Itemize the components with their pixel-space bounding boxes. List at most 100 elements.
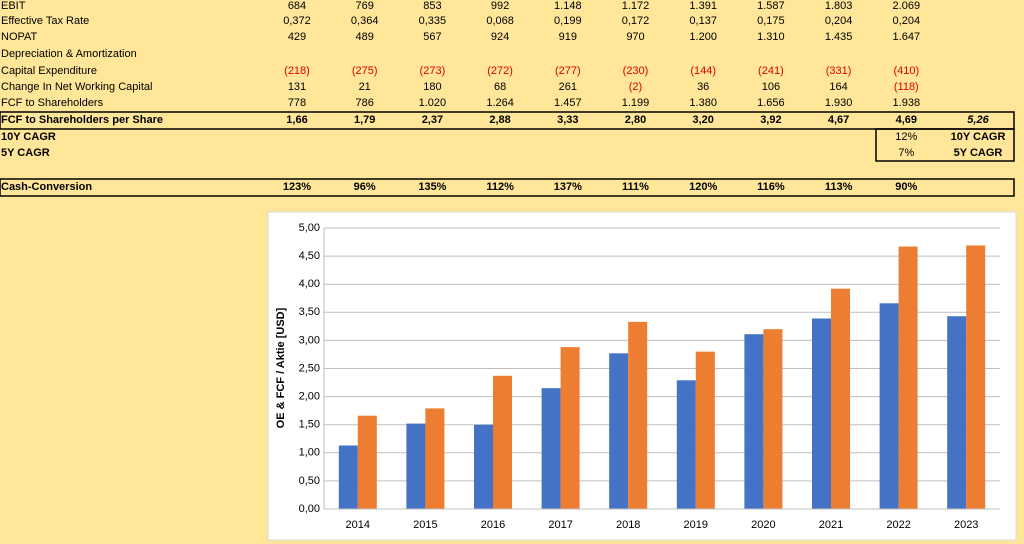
- cell: (277): [555, 65, 581, 77]
- row-box: [0, 178, 1015, 197]
- cell: 769: [356, 0, 374, 12]
- bar: [898, 246, 918, 509]
- bar: [628, 321, 648, 509]
- x-tick-label: 2022: [886, 519, 910, 531]
- y-tick-label: 0,50: [299, 475, 320, 487]
- y-tick-label: 4,50: [299, 250, 320, 262]
- cell: 489: [356, 31, 374, 43]
- cell: 135%: [418, 181, 446, 193]
- bar: [831, 288, 850, 509]
- bar: [406, 423, 426, 509]
- cell: 924: [491, 31, 509, 43]
- cell: 1.587: [757, 0, 785, 12]
- x-tick-label: 2015: [413, 519, 437, 531]
- row-label: FCF to Shareholders per Share: [1, 114, 163, 126]
- cell: 120%: [689, 181, 717, 193]
- cell: 0,204: [893, 15, 921, 27]
- y-tick-label: 1,50: [299, 419, 320, 431]
- cell: 261: [559, 81, 577, 93]
- cell: (2): [629, 81, 642, 93]
- y-tick-label: 1,00: [299, 447, 320, 459]
- cell: 1.172: [622, 0, 650, 12]
- y-tick-label: 2,50: [299, 362, 320, 374]
- cell: 2.069: [893, 0, 921, 12]
- cell: 131: [288, 81, 306, 93]
- cell: 3,33: [557, 114, 578, 126]
- bar: [425, 408, 445, 509]
- row-label: Change In Net Working Capital: [1, 81, 152, 93]
- cell: 786: [356, 97, 374, 109]
- cell: 1.148: [554, 0, 582, 12]
- cell: (218): [284, 65, 310, 77]
- bar: [493, 375, 512, 509]
- y-tick-label: 4,00: [299, 278, 320, 290]
- cell: 12%: [895, 131, 917, 143]
- cell: 0,335: [419, 15, 447, 27]
- bar: [676, 380, 696, 509]
- cell: 2,37: [422, 114, 443, 126]
- row-label: Depreciation & Amortization: [1, 48, 137, 60]
- cell: 5,26: [967, 114, 989, 126]
- cell: 7%: [898, 147, 914, 159]
- cell: 1.656: [757, 97, 785, 109]
- x-tick-label: 2021: [819, 519, 843, 531]
- cell: 96%: [354, 181, 376, 193]
- cell: 1.264: [486, 97, 514, 109]
- cell: 3,20: [692, 114, 713, 126]
- cell: 164: [829, 81, 847, 93]
- cell: 36: [697, 81, 709, 93]
- cagr-box: [875, 128, 1015, 162]
- cell: 68: [494, 81, 506, 93]
- row-box: [0, 111, 1015, 130]
- cell: 0,199: [554, 15, 582, 27]
- cell: 2,88: [489, 114, 510, 126]
- x-tick-label: 2014: [346, 519, 370, 531]
- cell: 429: [288, 31, 306, 43]
- cell: 1.020: [419, 97, 447, 109]
- cell: (273): [420, 65, 446, 77]
- cell: (331): [826, 65, 852, 77]
- cell: 113%: [825, 181, 853, 193]
- row-label: 10Y CAGR: [1, 131, 56, 143]
- cell: 0,364: [351, 15, 379, 27]
- cell: 1.200: [689, 31, 717, 43]
- cell: 1,79: [354, 114, 375, 126]
- cell: 123%: [283, 181, 311, 193]
- y-tick-label: 5,00: [299, 222, 320, 234]
- bar: [966, 245, 986, 509]
- bar: [541, 388, 561, 509]
- cell: 106: [762, 81, 780, 93]
- cell: (410): [893, 65, 919, 77]
- cell: 0,175: [757, 15, 785, 27]
- cell: 0,372: [283, 15, 311, 27]
- cell: 3,92: [760, 114, 781, 126]
- cell: (272): [487, 65, 513, 77]
- cell: (118): [894, 81, 919, 93]
- bar: [879, 303, 899, 509]
- cell: 2,80: [625, 114, 646, 126]
- cell: (241): [758, 65, 784, 77]
- bar: [744, 334, 764, 509]
- y-tick-label: 3,00: [299, 334, 320, 346]
- cell: 10Y CAGR: [951, 131, 1006, 143]
- cell: 970: [626, 31, 644, 43]
- row-label: Cash-Conversion: [1, 181, 92, 193]
- x-tick-label: 2018: [616, 519, 640, 531]
- cell: 919: [559, 31, 577, 43]
- cell: 0,204: [825, 15, 853, 27]
- x-tick-label: 2016: [481, 519, 505, 531]
- cell: 1.457: [554, 97, 582, 109]
- cell: 0,172: [622, 15, 650, 27]
- cell: 180: [423, 81, 441, 93]
- cell: 1.435: [825, 31, 853, 43]
- cell: 1.803: [825, 0, 853, 12]
- row-label: 5Y CAGR: [1, 147, 50, 159]
- cell: 1,66: [286, 114, 307, 126]
- cell: (275): [352, 65, 378, 77]
- row-label: EBIT: [1, 0, 26, 12]
- cell: 1.391: [689, 0, 717, 12]
- row-label: Capital Expenditure: [1, 65, 97, 77]
- cell: 1.647: [893, 31, 921, 43]
- row-label: FCF to Shareholders: [1, 97, 104, 109]
